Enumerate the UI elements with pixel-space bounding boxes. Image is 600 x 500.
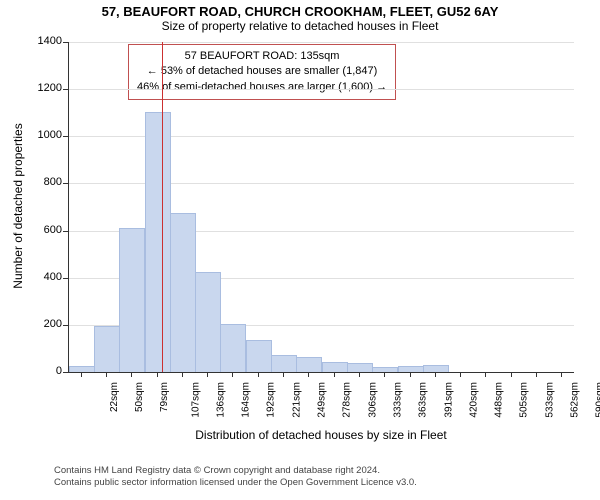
x-tick-label: 562sqm xyxy=(570,382,581,418)
x-tick-label: 249sqm xyxy=(317,382,328,418)
x-tick-mark xyxy=(334,372,335,377)
x-tick-label: 79sqm xyxy=(159,382,170,412)
histogram-bar xyxy=(145,112,171,372)
y-axis-line xyxy=(68,42,69,372)
x-tick-label: 333sqm xyxy=(393,382,404,418)
plot-area: 020040060080010001200140022sqm50sqm79sqm… xyxy=(68,42,574,372)
footer-line2: Contains public sector information licen… xyxy=(54,477,417,489)
chart-title: 57, BEAUFORT ROAD, CHURCH CROOKHAM, FLEE… xyxy=(0,0,600,19)
y-tick-label: 1000 xyxy=(28,129,62,141)
x-axis-label: Distribution of detached houses by size … xyxy=(68,428,574,442)
x-tick-mark xyxy=(511,372,512,377)
histogram-bar xyxy=(94,326,120,372)
grid-line xyxy=(68,42,574,43)
x-tick-label: 221sqm xyxy=(291,382,302,418)
x-tick-mark xyxy=(435,372,436,377)
histogram-bar xyxy=(119,228,145,372)
x-tick-label: 50sqm xyxy=(134,382,145,412)
histogram-bar xyxy=(195,272,221,372)
x-tick-label: 420sqm xyxy=(468,382,479,418)
x-tick-mark xyxy=(182,372,183,377)
chart-container: 57, BEAUFORT ROAD, CHURCH CROOKHAM, FLEE… xyxy=(0,0,600,500)
x-tick-mark xyxy=(106,372,107,377)
x-tick-mark xyxy=(485,372,486,377)
footer-line1: Contains HM Land Registry data © Crown c… xyxy=(54,465,417,477)
y-tick-label: 1200 xyxy=(28,82,62,94)
x-tick-label: 363sqm xyxy=(418,382,429,418)
x-tick-label: 278sqm xyxy=(342,382,353,418)
x-tick-label: 107sqm xyxy=(190,382,201,418)
x-tick-mark xyxy=(283,372,284,377)
y-tick-label: 1400 xyxy=(28,35,62,47)
x-tick-mark xyxy=(410,372,411,377)
footer-attribution: Contains HM Land Registry data © Crown c… xyxy=(54,465,417,490)
y-tick-label: 800 xyxy=(28,176,62,188)
x-tick-label: 505sqm xyxy=(519,382,530,418)
histogram-bar xyxy=(423,365,449,372)
x-tick-mark xyxy=(536,372,537,377)
y-tick-label: 200 xyxy=(28,318,62,330)
histogram-bar xyxy=(347,363,373,372)
x-tick-mark xyxy=(359,372,360,377)
x-tick-label: 136sqm xyxy=(215,382,226,418)
y-tick-label: 600 xyxy=(28,224,62,236)
histogram-bar xyxy=(170,213,196,372)
histogram-bar xyxy=(271,355,297,373)
x-tick-label: 306sqm xyxy=(367,382,378,418)
x-tick-mark xyxy=(308,372,309,377)
x-tick-mark xyxy=(258,372,259,377)
y-tick-label: 400 xyxy=(28,271,62,283)
x-tick-mark xyxy=(460,372,461,377)
x-tick-label: 448sqm xyxy=(494,382,505,418)
x-tick-mark xyxy=(232,372,233,377)
histogram-bar xyxy=(322,362,348,372)
x-tick-mark xyxy=(207,372,208,377)
histogram-bar xyxy=(296,357,322,372)
x-tick-label: 391sqm xyxy=(443,382,454,418)
histogram-bar xyxy=(246,340,272,372)
y-tick-label: 0 xyxy=(28,365,62,377)
x-tick-mark xyxy=(131,372,132,377)
x-tick-label: 164sqm xyxy=(241,382,252,418)
x-tick-label: 192sqm xyxy=(266,382,277,418)
histogram-bar xyxy=(220,324,246,372)
chart-subtitle: Size of property relative to detached ho… xyxy=(0,19,600,35)
x-axis-line xyxy=(68,372,574,373)
x-tick-mark xyxy=(561,372,562,377)
x-tick-label: 590sqm xyxy=(595,382,600,418)
x-tick-label: 533sqm xyxy=(544,382,555,418)
property-marker-line xyxy=(162,42,163,372)
x-tick-label: 22sqm xyxy=(109,382,120,412)
y-axis-label: Number of detached properties xyxy=(11,106,25,306)
x-tick-mark xyxy=(157,372,158,377)
grid-line xyxy=(68,89,574,90)
x-tick-mark xyxy=(384,372,385,377)
x-tick-mark xyxy=(81,372,82,377)
